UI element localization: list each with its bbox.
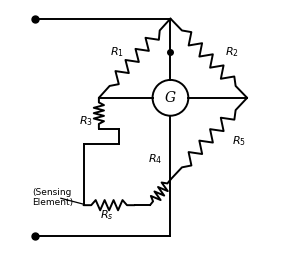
- Text: (Sensing
Element): (Sensing Element): [32, 188, 74, 207]
- Text: $R_3$: $R_3$: [79, 114, 93, 128]
- Text: $R_2$: $R_2$: [225, 45, 239, 59]
- Text: $R_s$: $R_s$: [100, 208, 113, 222]
- Text: $R_1$: $R_1$: [110, 45, 124, 59]
- Text: $R_5$: $R_5$: [232, 134, 247, 148]
- Text: G: G: [165, 91, 176, 105]
- Text: $R_4$: $R_4$: [148, 152, 162, 166]
